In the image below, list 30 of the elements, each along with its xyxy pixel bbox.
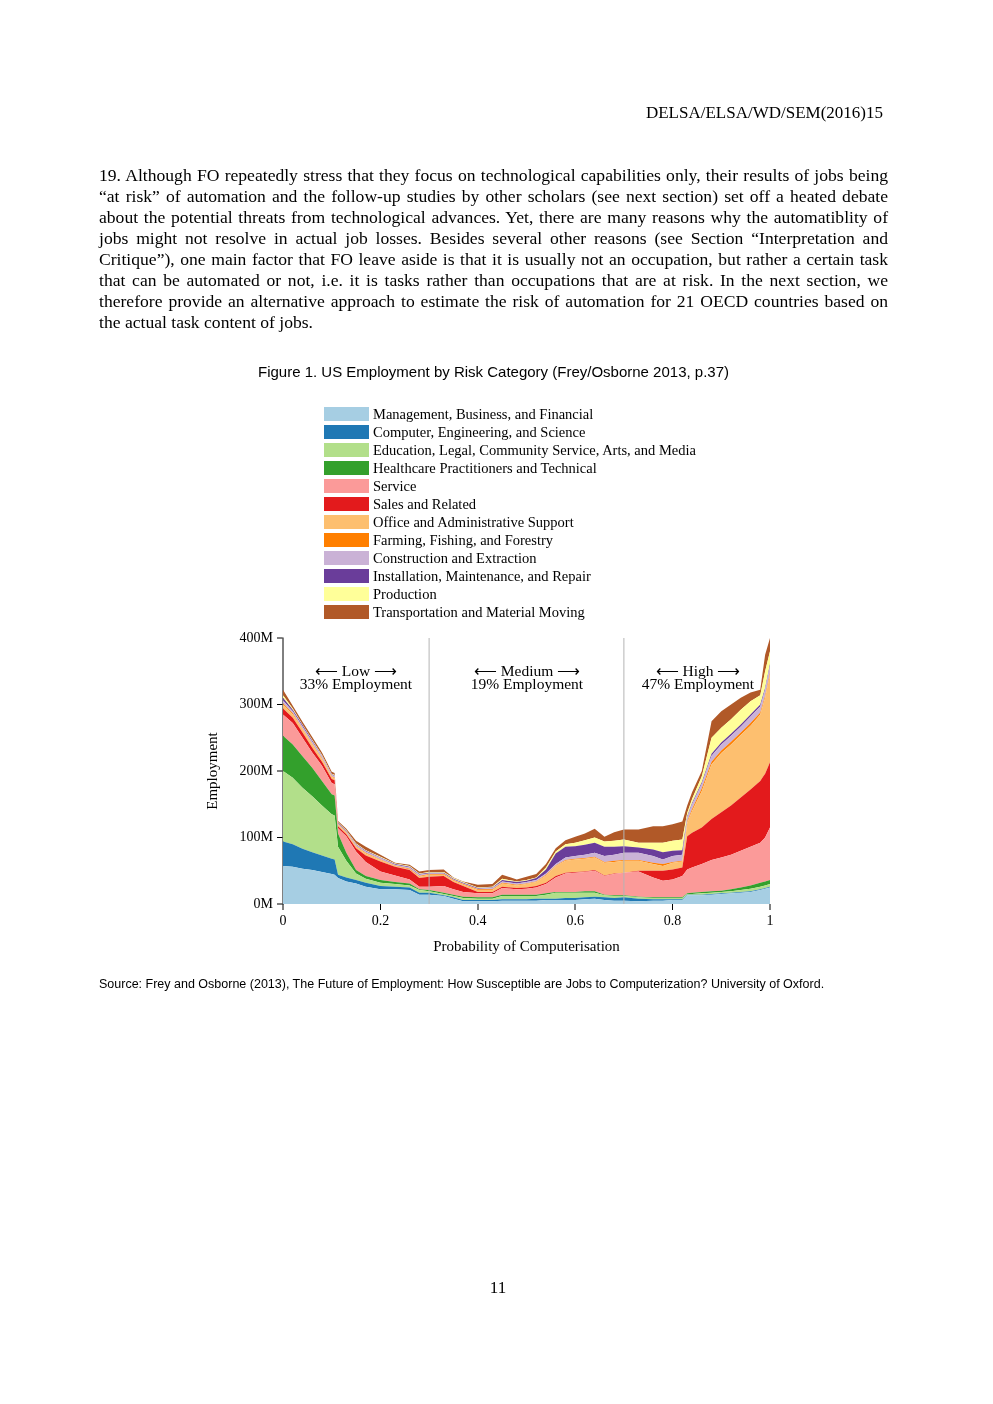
text: 19. Although FO repeatedly stress that they focus on technological capabilities only, their results of jobs being “at risk” of automation and the follow-up studies by other scholars (see next section) set off a heated debate about the potential threats from technological advances. Yet, there are many reasons why the automatiblity of jobs might not resolve in actual job losses. Besides several other reasons (see Section “Interpretation and Critique”), one main factor that FO leave aside is that it is usually not an occupation, but rather a certain task that can be automated or not, i.e. it is tasks rather than occupations that are at risk. In the next section, we therefore provide an alternative approach to estimate the risk of automation for 21 OECD countries based on the actual task content of jobs. (99, 165, 888, 333)
legend-label: Construction and Extraction (373, 549, 537, 567)
legend-label: Education, Legal, Community Service, Arts, and Media (373, 441, 696, 459)
x-axis-title: Probability of Computerisation (433, 937, 621, 954)
source-note: Source: Frey and Osborne (2013), The Future of Employment: How Susceptible are Jobs to Computerization? University of Oxford. (99, 976, 825, 993)
legend-label: Computer, Engineering, and Science (373, 423, 586, 441)
legend-label: Healthcare Practitioners and Technical (373, 459, 597, 477)
legend-label: Service (373, 477, 417, 495)
y-axis-title: Employment (203, 731, 220, 810)
x-tick-label: 0.4 (469, 913, 487, 929)
y-tick-label: 200M (239, 762, 274, 778)
legend-label: Management, Business, and Financial (373, 405, 594, 423)
x-tick-label: 0 (279, 913, 287, 929)
y-tick-label: 400M (239, 629, 274, 645)
text: DELSA/ELSA/WD/SEM(2016)15 (645, 102, 883, 123)
x-tick-label: 0.2 (371, 913, 390, 929)
legend-label: Farming, Fishing, and Forestry (373, 531, 554, 549)
y-tick-label: 100M (239, 829, 274, 845)
legend-label: Sales and Related (373, 495, 477, 513)
legend-label: Office and Administrative Support (373, 513, 574, 531)
legend-label: Installation, Maintenance, and Repair (373, 567, 591, 585)
legend-label: Transportation and Material Moving (373, 603, 585, 621)
text: 11 (488, 1277, 508, 1298)
y-tick-label: 300M (239, 696, 274, 712)
legend-label: Production (373, 585, 437, 603)
x-tick-label: 1 (766, 913, 774, 929)
y-tick-label: 0M (253, 895, 274, 911)
x-tick-label: 0.8 (663, 913, 682, 929)
x-tick-label: 0.6 (566, 913, 584, 929)
chart-title: Figure 1. US Employment by Risk Category (Frey/Osborne 2013, p.37) (257, 362, 730, 381)
